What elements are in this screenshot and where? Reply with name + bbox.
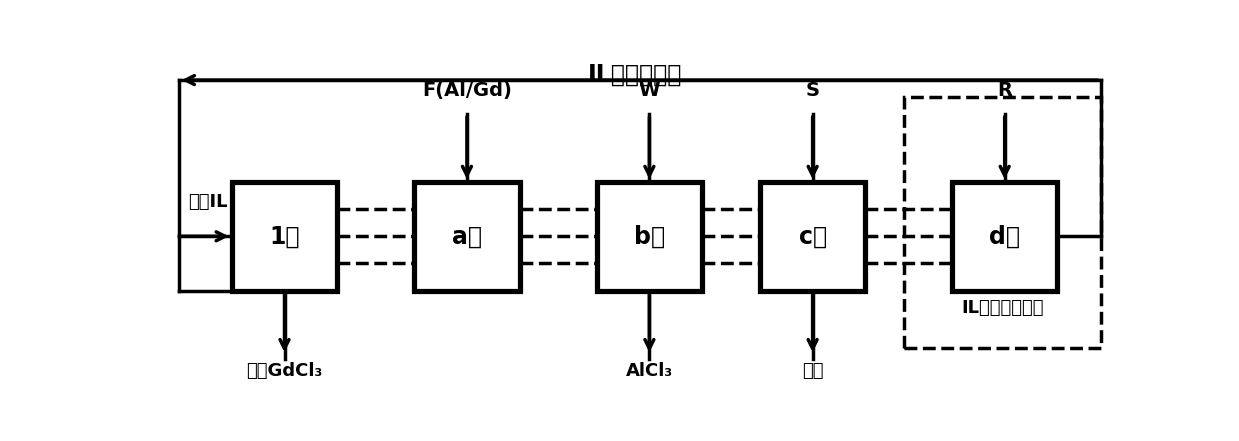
Text: 空白IL: 空白IL <box>188 193 228 211</box>
Bar <box>414 182 520 291</box>
Text: 废水: 废水 <box>802 362 824 380</box>
Text: a级: a级 <box>452 224 482 248</box>
Bar <box>952 182 1057 291</box>
Text: b级: b级 <box>634 224 665 248</box>
Text: d级: d级 <box>989 224 1020 248</box>
Text: AlCl₃: AlCl₃ <box>626 362 673 380</box>
Bar <box>597 182 703 291</box>
Bar <box>232 182 337 291</box>
Text: IL再生分相良好: IL再生分相良好 <box>961 299 1043 317</box>
Text: S: S <box>805 82 820 101</box>
Bar <box>760 182 866 291</box>
Text: W: W <box>638 82 660 101</box>
Text: 1级: 1级 <box>269 224 300 248</box>
Text: IL萃取剂循环: IL萃取剂循环 <box>587 63 683 87</box>
Text: F(Al/Gd): F(Al/Gd) <box>422 82 512 101</box>
Text: R: R <box>997 82 1012 101</box>
Text: 高纯GdCl₃: 高纯GdCl₃ <box>247 362 322 380</box>
Text: c级: c级 <box>799 224 826 248</box>
Bar <box>904 97 1100 348</box>
